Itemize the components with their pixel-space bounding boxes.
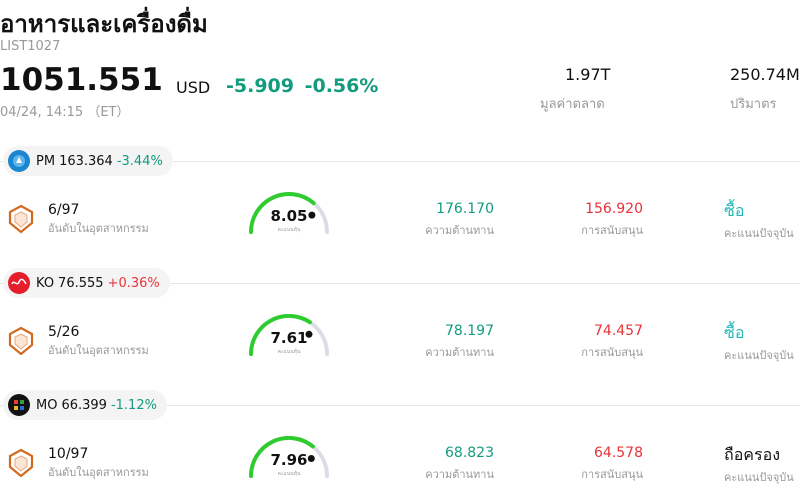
gauge-fill (248, 314, 312, 356)
rating-value: ซื้อ (724, 323, 745, 342)
support-value: 64.578 (594, 445, 643, 461)
row-divider (0, 161, 800, 162)
stock-score-label: คะแนนหุ้น (277, 349, 301, 355)
index-change-value: -5.909 (226, 75, 294, 97)
gauge-marker (308, 211, 316, 219)
stock-ticker: KO (36, 275, 55, 291)
resistance-label: ความต้านทาน (425, 224, 494, 237)
score-gauge: 7.96 คะแนนหุ้น (247, 436, 331, 480)
industry-rank-label: อันดับในอุตสาหกรรม (48, 466, 149, 479)
row-divider (0, 283, 800, 284)
stock-change-pct: +0.36% (107, 275, 160, 291)
market-cap-label: มูลค่าตลาด (540, 97, 605, 112)
rating-label: คะแนนปัจจุบัน (724, 471, 794, 484)
support-value: 156.920 (585, 201, 643, 217)
rating-label: คะแนนปัจจุบัน (724, 227, 794, 240)
stock-price: 66.399 (61, 397, 107, 413)
pm-logo-icon (8, 150, 30, 172)
index-change-pct: -0.56% (304, 75, 379, 97)
resistance-value: 78.197 (445, 323, 494, 339)
rating-value: ซื้อ (724, 201, 745, 220)
rank-shield-icon (8, 204, 34, 238)
gauge-fill (248, 436, 315, 478)
industry-rank-label: อันดับในอุตสาหกรรม (48, 344, 149, 357)
currency-label: USD (176, 78, 211, 97)
stock-price: 163.364 (59, 153, 113, 169)
stock-chip[interactable]: KO 76.555 +0.36% (3, 268, 170, 298)
gauge-marker (307, 455, 315, 462)
stock-chip[interactable]: MO 66.399 -1.12% (3, 390, 167, 420)
rating-label: คะแนนปัจจุบัน (724, 349, 794, 362)
resistance-label: ความต้านทาน (425, 346, 494, 359)
volume-label: ปริมาตร (730, 97, 777, 112)
support-label: การสนับสนุน (581, 346, 643, 359)
stock-change-pct: -3.44% (116, 153, 163, 169)
stock-score-label: คะแนนหุ้น (277, 471, 301, 477)
support-label: การสนับสนุน (581, 224, 643, 237)
stock-ticker: MO (36, 397, 58, 413)
coca-cola-logo-icon (8, 272, 30, 294)
stock-score: 7.61 (270, 329, 308, 347)
stock-score: 7.96 (270, 451, 308, 469)
resistance-label: ความต้านทาน (425, 468, 494, 481)
industry-rank: 6/97 (48, 202, 80, 218)
index-price: 1051.551 (0, 62, 163, 98)
stock-score-label: คะแนนหุ้น (277, 227, 301, 233)
industry-rank: 10/97 (48, 446, 89, 462)
page-title: อาหารและเครื่องดื่ม (0, 10, 208, 38)
score-gauge: 8.05 คะแนนหุ้น (247, 192, 331, 236)
support-value: 74.457 (594, 323, 643, 339)
market-cap-value: 1.97T (565, 65, 611, 84)
row-divider (0, 405, 800, 406)
index-change: -5.909 -0.56% (226, 75, 378, 97)
gauge-fill (249, 192, 316, 234)
industry-rank: 5/26 (48, 324, 80, 340)
support-label: การสนับสนุน (581, 468, 643, 481)
stock-price: 76.555 (58, 275, 104, 291)
altria-logo-icon (8, 394, 30, 416)
volume-value: 250.74M (730, 65, 800, 84)
rank-shield-icon (8, 326, 34, 360)
stock-change-pct: -1.12% (110, 397, 157, 413)
stock-score: 8.05 (270, 207, 308, 225)
resistance-value: 176.170 (436, 201, 494, 217)
list-code: LIST1027 (0, 39, 61, 54)
rating-value: ถือครอง (724, 445, 781, 464)
industry-rank-label: อันดับในอุตสาหกรรม (48, 222, 149, 235)
rank-shield-icon (8, 448, 34, 482)
score-gauge: 7.61 คะแนนหุ้น (247, 314, 331, 358)
resistance-value: 68.823 (445, 445, 494, 461)
gauge-marker (305, 330, 313, 338)
stock-chip[interactable]: PM 163.364 -3.44% (3, 146, 173, 176)
stock-ticker: PM (36, 153, 56, 169)
timestamp: 04/24, 14:15 （ET） (0, 105, 130, 120)
